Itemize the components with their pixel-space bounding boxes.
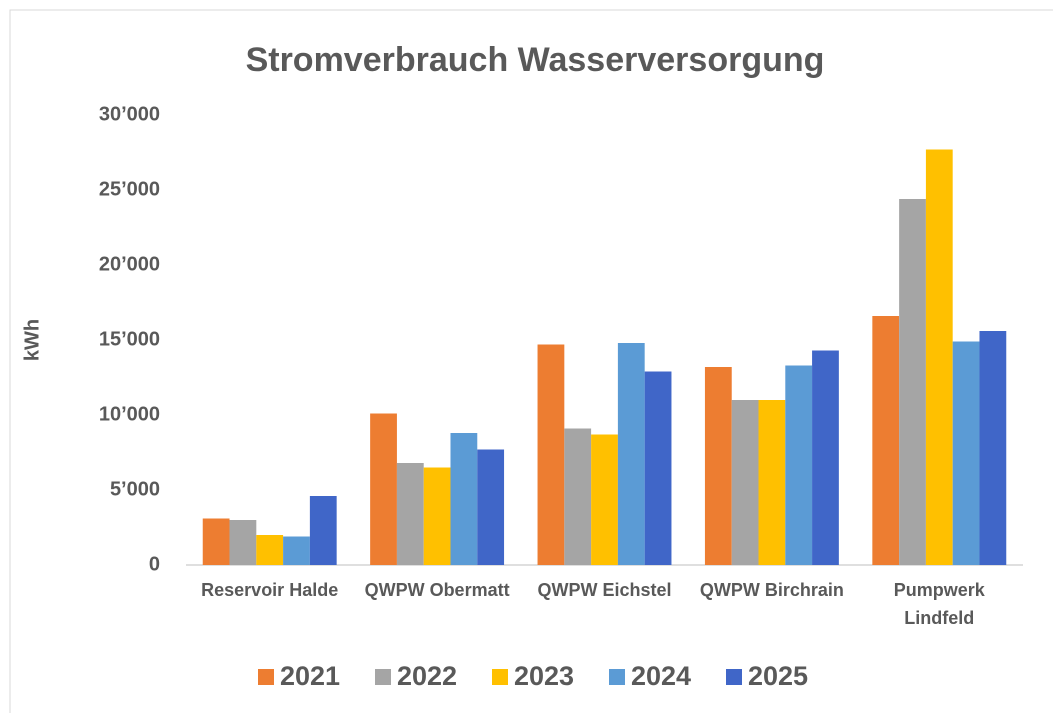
bar (396, 463, 424, 565)
y-tick-label: 0 (149, 553, 160, 575)
bar (202, 518, 230, 565)
x-tick-label: Reservoir Halde (201, 580, 339, 600)
y-tick-label: 30’000 (99, 103, 160, 125)
legend-swatch (726, 669, 742, 685)
bar (423, 467, 451, 565)
x-tick-label: QWPW Obermatt (364, 580, 510, 600)
legend-label: 2024 (631, 661, 691, 691)
y-tick-label: 5’000 (110, 478, 160, 500)
bar (309, 496, 337, 565)
legend-swatch (375, 669, 391, 685)
bar (537, 344, 565, 565)
legend-label: 2023 (514, 661, 574, 691)
legend-label: 2025 (748, 661, 808, 691)
x-tick-label: QWPW Eichstel (537, 580, 672, 600)
chart-title: Stromverbrauch Wasserversorgung (246, 41, 825, 79)
legend-swatch (258, 669, 274, 685)
x-tick-label: QWPW Birchrain (699, 580, 844, 600)
bar (477, 449, 505, 565)
x-tick-label: Pumpwerk Lindfeld (893, 580, 985, 628)
bar (283, 536, 310, 565)
bar (256, 535, 284, 565)
bar (925, 149, 953, 565)
y-tick-label: 15’000 (99, 328, 160, 350)
bar (617, 343, 645, 565)
bar (812, 350, 839, 565)
bar (731, 400, 759, 565)
bar (370, 413, 397, 565)
bar (591, 434, 618, 565)
y-tick-label: 25’000 (99, 178, 160, 200)
bar (899, 199, 926, 565)
bar (872, 316, 900, 565)
legend-swatch (609, 669, 625, 685)
bar (704, 367, 732, 565)
bar (758, 400, 786, 565)
chart-border (9, 9, 1053, 713)
y-tick-label: 20’000 (99, 253, 160, 275)
bar (564, 428, 592, 565)
y-tick-label: 10’000 (99, 403, 160, 425)
bar (785, 365, 813, 565)
bar (644, 371, 672, 565)
bar (450, 433, 478, 565)
bar (979, 331, 1007, 565)
y-axis-label: kWh (21, 319, 43, 361)
bar (952, 341, 980, 565)
legend-swatch (492, 669, 508, 685)
bar (229, 520, 257, 565)
legend-label: 2021 (280, 661, 340, 691)
legend-label: 2022 (397, 661, 457, 691)
